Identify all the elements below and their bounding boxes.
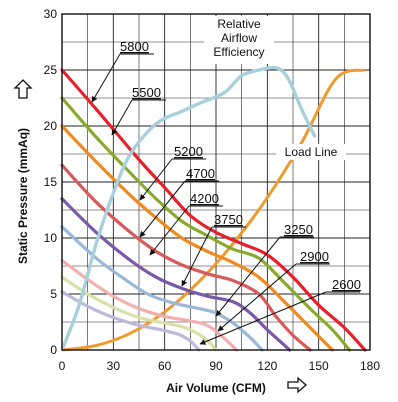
plot-frame: [61, 13, 371, 351]
rpm-label-2600: 2600: [332, 277, 361, 292]
series-line-3750: [60, 225, 264, 352]
efficiency-curve: [60, 66, 317, 351]
x-tick-label: 30: [107, 359, 121, 373]
series-line-3250: [60, 258, 239, 352]
rpm-arrow-4200: [149, 205, 190, 256]
y-axis-arrow-icon: [13, 79, 33, 99]
x-axis-arrow-icon: [287, 376, 307, 394]
y-tick-label: 0: [50, 343, 57, 357]
rpm-label-5500: 5500: [132, 85, 161, 100]
rpm-arrow-2600: [199, 291, 327, 345]
x-tick-label: 90: [209, 359, 223, 373]
rpm-arrow-5200: [139, 158, 173, 201]
x-tick-label: 120: [257, 359, 277, 373]
series-layer: [60, 66, 367, 352]
tick-labels: 0 30 60 90 120 150 180 0 5 10 15 20 25 30: [44, 7, 381, 373]
rpm-arrow-3750: [181, 226, 213, 287]
x-tick-label: 150: [309, 359, 329, 373]
rpm-arrow-3250: [215, 236, 281, 317]
efficiency-label-line: Relative: [217, 17, 261, 31]
load-line-label: Load Line: [285, 145, 338, 159]
y-axis-label: Static Pressure (mmAq): [16, 128, 30, 264]
rpm-label-5800: 5800: [120, 39, 149, 54]
x-tick-label: 0: [59, 359, 66, 373]
y-tick-label: 30: [44, 7, 58, 21]
rpm-label-4200: 4200: [190, 191, 219, 206]
series-line-2900: [60, 275, 218, 352]
load-line-label-bg: [276, 144, 346, 160]
x-axis-label: Air Volume (CFM): [166, 381, 266, 395]
efficiency-label-line: Efficiency: [213, 45, 264, 59]
rpm-label-3250: 3250: [284, 222, 313, 237]
rpm-label-4700: 4700: [186, 166, 215, 181]
series-line-2600: [60, 290, 201, 352]
x-tick-label: 60: [158, 359, 172, 373]
y-tick-label: 15: [44, 175, 58, 189]
efficiency-label-bg: [204, 16, 274, 64]
rpm-label-3750: 3750: [214, 212, 243, 227]
x-tick-label: 180: [360, 359, 380, 373]
series-line-4700: [60, 163, 312, 352]
load-line-curve: [61, 68, 366, 352]
rpm-arrow-5800: [91, 53, 121, 103]
rpm-arrow-5500: [111, 99, 133, 136]
efficiency-label-line: Airflow: [221, 31, 257, 45]
rpm-arrow-4700: [139, 180, 186, 238]
series-line-5200: [60, 124, 334, 352]
y-tick-label: 5: [50, 287, 57, 301]
series-line-5500: [60, 96, 352, 352]
y-tick-label: 10: [44, 231, 58, 245]
rpm-label-2900: 2900: [300, 249, 329, 264]
y-tick-label: 20: [44, 119, 58, 133]
rpm-label-5200: 5200: [174, 144, 203, 159]
series-line-4200: [60, 197, 292, 352]
rpm-arrow-2900: [217, 263, 297, 332]
y-tick-label: 25: [44, 63, 58, 77]
